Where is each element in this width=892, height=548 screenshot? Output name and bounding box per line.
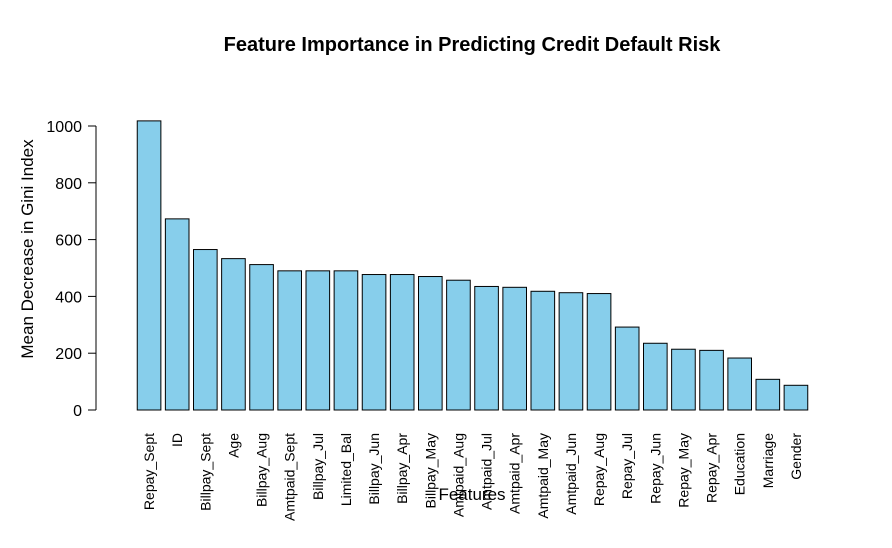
x-tick-labels: Repay_Sept ID Billpay_Sept Age Billpay_Aug Am… (141, 433, 804, 521)
x-tick-label: Billpay_Jul (310, 433, 326, 500)
y-axis: 0 200 400 600 800 1000 (46, 119, 97, 420)
bar (361, 274, 387, 411)
x-tick-label: Education (732, 433, 748, 495)
y-tick-label: 600 (55, 233, 82, 250)
x-tick-label: Amtpaid_Apr (507, 433, 523, 514)
x-tick-label: Amtpaid_Sept (282, 433, 298, 521)
x-tick-label: Repay_Jul (619, 433, 635, 499)
bar (221, 258, 246, 411)
y-tick-label: 0 (73, 403, 82, 420)
x-tick-label: Repay_May (675, 433, 691, 508)
x-tick-label: Repay_Aug (591, 433, 607, 506)
bar (671, 348, 696, 411)
x-tick-label: Amtpaid_Jul (479, 433, 495, 510)
bar (305, 270, 331, 411)
x-tick-label: Billpay_May (422, 433, 438, 508)
x-tick-label: Billpay_Sept (197, 433, 213, 511)
x-tick-label: Repay_Apr (704, 433, 720, 503)
bar (474, 285, 499, 411)
y-tick-label: 400 (55, 289, 82, 306)
x-tick-label: Billpay_Apr (394, 433, 410, 504)
bar (136, 120, 162, 411)
bars-group (136, 120, 809, 411)
x-tick-label: Marriage (760, 433, 776, 488)
x-tick-label: Age (225, 433, 241, 458)
x-tick-label: ID (169, 433, 185, 447)
bar (727, 357, 752, 411)
chart-title: Feature Importance in Predicting Credit … (224, 34, 722, 56)
x-axis-label: Features (438, 485, 505, 504)
bar (558, 292, 584, 411)
bar (643, 342, 668, 411)
bar (389, 274, 415, 411)
x-tick-label: Repay_Sept (141, 433, 157, 510)
x-tick-label: Limited_Bal (338, 433, 354, 506)
y-tick-label: 1000 (46, 119, 82, 136)
bar (333, 270, 359, 411)
x-tick-label: Gender (788, 433, 804, 480)
x-tick-label: Billpay_Jun (366, 433, 382, 505)
bar (586, 293, 612, 411)
bar (502, 286, 527, 411)
x-tick-label: Amtpaid_Jun (563, 433, 579, 515)
bar (277, 270, 302, 411)
bar (699, 349, 724, 411)
bar (193, 249, 218, 411)
y-axis-label: Mean Decrease in Gini Index (18, 139, 37, 359)
bar (783, 384, 809, 411)
y-tick-label: 800 (55, 176, 82, 193)
x-tick-label: Amtpaid_May (535, 433, 551, 519)
x-tick-label: Billpay_Aug (254, 433, 270, 507)
x-tick-label: Amtpaid_Aug (450, 433, 466, 517)
bar (418, 276, 443, 411)
bar (530, 290, 556, 411)
bar (446, 279, 471, 411)
bar (164, 218, 190, 411)
y-tick-label: 200 (55, 346, 82, 363)
x-tick-label: Repay_Jun (647, 433, 663, 504)
bar (614, 326, 640, 411)
bar (755, 378, 781, 411)
bar (249, 264, 274, 411)
